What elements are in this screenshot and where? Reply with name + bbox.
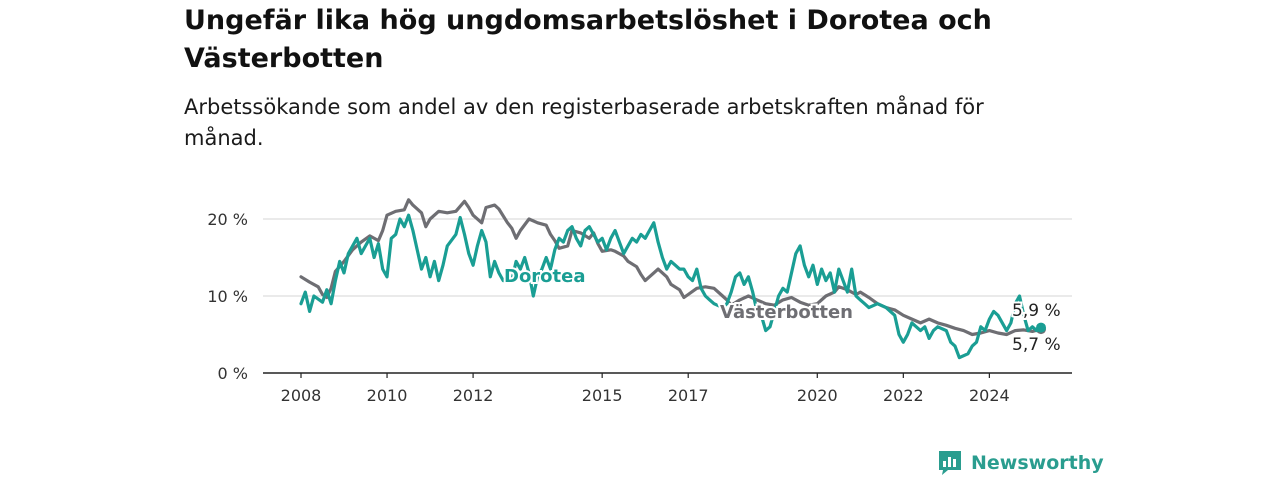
y-tick-label: 20 % [207,210,248,229]
x-tick-label: 2017 [668,386,709,405]
x-tick-label: 2010 [367,386,408,405]
x-tick-label: 2012 [453,386,494,405]
series-end-marker [1036,322,1046,333]
newsworthy-logo: Newsworthy [937,448,1104,478]
y-tick-label: 0 % [218,364,248,383]
end-value-label: 5,7 % [1012,335,1061,355]
x-tick-label: 2020 [797,386,838,405]
chart-subtitle: Arbetssökande som andel av den registerb… [184,95,984,150]
x-tick-label: 2015 [582,386,623,405]
axes: 0 % 10 % 20 % 2008 2010 2012 2015 2017 2020 2022 2… [207,210,1072,405]
series-labels: Dorotea Västerbotten 5,9 % 5,7 % [502,264,1063,357]
series-line-dorotea [299,213,1043,360]
y-tick-label: 10 % [207,287,248,306]
chart-title: Ungefär lika hög ungdomsarbetslöshet i D… [184,5,992,74]
x-tick-label: 2008 [281,386,322,405]
x-tick-label: 2022 [883,386,924,405]
grid-lines [263,218,1072,297]
series-name-label: Västerbotten [720,302,853,323]
newsworthy-logo-icon [939,451,961,475]
x-tick-label: 2024 [969,386,1010,405]
series-name-label: Dorotea [504,266,586,287]
newsworthy-logo-text: Newsworthy [971,452,1104,474]
series-lines [299,198,1046,360]
series-line-vsterbotten [299,198,1043,337]
end-value-label: 5,9 % [1012,301,1061,321]
